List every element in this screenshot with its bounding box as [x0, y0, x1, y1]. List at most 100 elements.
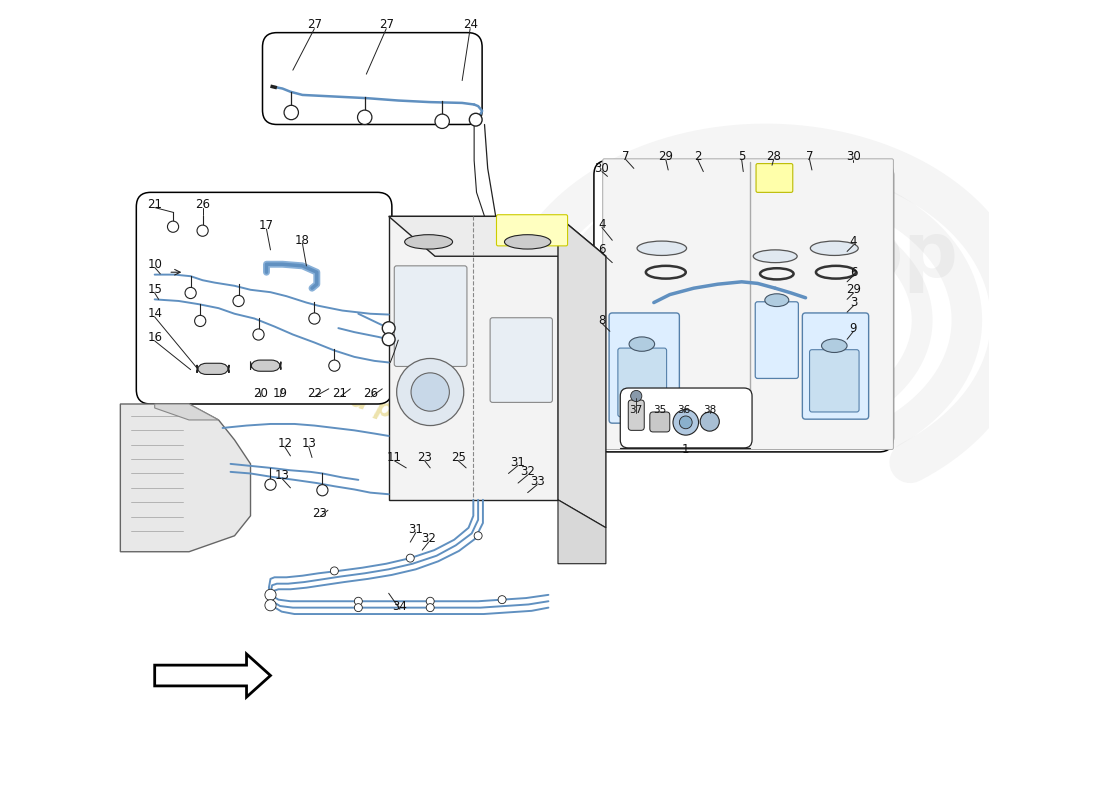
FancyBboxPatch shape	[756, 164, 793, 192]
FancyBboxPatch shape	[197, 363, 229, 374]
Text: 2: 2	[694, 150, 702, 163]
Circle shape	[411, 373, 450, 411]
Text: 34: 34	[393, 599, 407, 613]
Text: 26: 26	[195, 198, 210, 211]
Text: 27: 27	[307, 18, 322, 31]
Text: 22: 22	[307, 387, 322, 400]
Circle shape	[700, 412, 719, 431]
Circle shape	[470, 114, 482, 126]
Text: 23: 23	[417, 451, 432, 464]
Polygon shape	[388, 216, 558, 500]
Circle shape	[253, 329, 264, 340]
FancyBboxPatch shape	[263, 33, 482, 125]
Text: 3: 3	[850, 296, 857, 309]
Text: 18: 18	[295, 234, 310, 246]
Ellipse shape	[764, 294, 789, 306]
Text: 24: 24	[463, 18, 477, 31]
Text: 9: 9	[849, 322, 857, 334]
Circle shape	[284, 106, 298, 120]
Circle shape	[233, 295, 244, 306]
Circle shape	[317, 485, 328, 496]
Circle shape	[498, 596, 506, 604]
Text: 6: 6	[598, 243, 606, 256]
Circle shape	[630, 390, 641, 402]
Text: 5: 5	[738, 150, 746, 163]
Text: 38: 38	[703, 405, 716, 414]
Circle shape	[185, 287, 196, 298]
FancyBboxPatch shape	[491, 318, 552, 402]
Circle shape	[265, 600, 276, 611]
FancyBboxPatch shape	[251, 360, 280, 371]
Circle shape	[167, 221, 178, 232]
Text: 10: 10	[147, 258, 162, 270]
Circle shape	[680, 416, 692, 429]
Text: 19: 19	[273, 387, 287, 400]
Text: 28: 28	[767, 150, 781, 163]
Ellipse shape	[811, 241, 858, 255]
Text: 26: 26	[364, 387, 378, 400]
Ellipse shape	[754, 250, 798, 262]
Circle shape	[673, 410, 698, 435]
Polygon shape	[155, 404, 219, 420]
FancyBboxPatch shape	[650, 412, 670, 432]
Circle shape	[426, 598, 434, 606]
Polygon shape	[558, 500, 606, 564]
Text: 20: 20	[253, 387, 268, 400]
FancyBboxPatch shape	[810, 350, 859, 412]
Text: 35: 35	[653, 405, 667, 414]
FancyBboxPatch shape	[136, 192, 392, 404]
FancyBboxPatch shape	[620, 388, 752, 448]
Text: 32: 32	[520, 466, 535, 478]
Circle shape	[265, 590, 276, 601]
Text: 13: 13	[275, 470, 290, 482]
Text: 4: 4	[849, 235, 857, 248]
Polygon shape	[120, 404, 251, 552]
Text: europ: europ	[708, 219, 959, 294]
Circle shape	[265, 479, 276, 490]
Text: 14: 14	[147, 307, 162, 320]
Text: 23: 23	[312, 507, 328, 520]
Ellipse shape	[405, 234, 452, 249]
Ellipse shape	[629, 337, 654, 351]
FancyBboxPatch shape	[609, 313, 680, 423]
Circle shape	[474, 532, 482, 540]
Text: 17: 17	[258, 219, 274, 233]
Circle shape	[383, 333, 395, 346]
Text: 15: 15	[147, 283, 162, 296]
Circle shape	[426, 604, 434, 612]
Circle shape	[354, 598, 362, 606]
FancyBboxPatch shape	[394, 266, 466, 366]
Text: a passion parts: a passion parts	[348, 387, 561, 477]
Text: 7: 7	[806, 150, 813, 163]
Ellipse shape	[822, 339, 847, 353]
Ellipse shape	[505, 234, 551, 249]
Text: 30: 30	[846, 150, 861, 163]
FancyBboxPatch shape	[496, 214, 568, 246]
Circle shape	[195, 315, 206, 326]
Text: 29: 29	[658, 150, 673, 163]
Text: 12: 12	[277, 438, 293, 450]
Circle shape	[330, 567, 339, 575]
Polygon shape	[155, 654, 271, 697]
Text: 25: 25	[451, 451, 465, 464]
Text: 16: 16	[147, 331, 162, 344]
Text: 30: 30	[594, 162, 609, 175]
Text: 21: 21	[332, 387, 348, 400]
Text: 7: 7	[623, 150, 629, 163]
FancyBboxPatch shape	[618, 348, 667, 417]
Circle shape	[354, 604, 362, 612]
Circle shape	[406, 554, 415, 562]
Text: 31: 31	[510, 456, 526, 469]
Text: 4: 4	[598, 218, 606, 231]
Text: 32: 32	[421, 533, 436, 546]
Text: 27: 27	[378, 18, 394, 31]
Circle shape	[383, 322, 395, 334]
Circle shape	[309, 313, 320, 324]
Text: 29: 29	[846, 283, 861, 296]
FancyBboxPatch shape	[802, 313, 869, 419]
Text: 6: 6	[849, 266, 857, 278]
Polygon shape	[558, 216, 606, 528]
FancyBboxPatch shape	[756, 302, 799, 378]
Text: 11: 11	[387, 451, 402, 464]
Text: 37: 37	[629, 405, 642, 414]
